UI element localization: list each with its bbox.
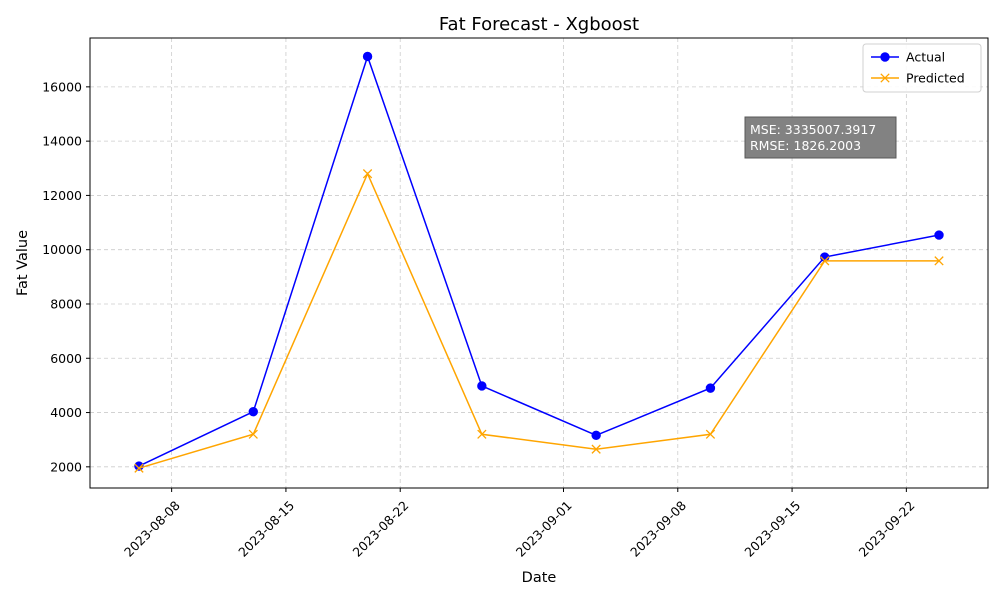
y-axis-label: Fat Value [15, 230, 31, 296]
y-tick-label: 12000 [42, 188, 82, 203]
data-point-predicted [705, 429, 716, 439]
x-tick-label: 2023-09-22 [856, 498, 918, 560]
y-tick-label: 8000 [50, 296, 82, 311]
data-point-predicted [134, 463, 144, 473]
data-point-actual [477, 381, 487, 391]
data-point-actual [248, 407, 258, 417]
series-line-actual [138, 54, 940, 467]
chart-title: Fat Forecast - Xgboost [439, 14, 639, 35]
y-tick-label: 14000 [42, 134, 82, 149]
y-tick-label: 6000 [50, 351, 82, 366]
metrics-annotation: MSE: 3335007.3917 RMSE: 1826.2003 [744, 116, 897, 159]
data-point-predicted [362, 169, 373, 179]
x-tick-label: 2023-08-22 [350, 498, 412, 560]
x-tick-label: 2023-08-08 [121, 498, 183, 560]
legend-marker-actual [880, 52, 890, 62]
data-point-predicted [820, 256, 830, 266]
annotation-rmse: RMSE: 1826.2003 [750, 138, 861, 153]
legend-label-predicted: Predicted [906, 71, 965, 86]
legend-item-actual: Actual [871, 50, 945, 65]
x-tick-label: 2023-09-08 [627, 498, 689, 560]
legend-marker-predicted [880, 73, 890, 83]
series-line-predicted [138, 171, 940, 469]
legend-item-predicted: Predicted [871, 71, 965, 86]
y-tick-label: 2000 [50, 459, 82, 474]
data-point-actual [705, 383, 716, 393]
legend-box [862, 43, 982, 93]
annotation-mse: MSE: 3335007.3917 [750, 122, 876, 137]
plot-frame [89, 37, 989, 489]
y-tick-label: 4000 [50, 405, 82, 420]
x-tick-label: 2023-08-15 [235, 498, 297, 560]
series-actual [134, 51, 944, 471]
x-axis-ticks: 2023-08-08 2023-08-15 2023-08-22 2023-09-01… [121, 488, 918, 560]
data-point-actual [591, 430, 601, 441]
data-point-predicted [248, 429, 258, 439]
y-tick-label: 10000 [42, 242, 82, 257]
grid [90, 38, 988, 488]
y-axis-ticks: 2000 4000 6000 8000 10000 12000 14000 16000 [42, 79, 90, 474]
data-point-predicted [934, 256, 944, 266]
annotation-box [744, 116, 897, 159]
x-tick-label: 2023-09-15 [741, 498, 803, 560]
data-point-predicted [591, 444, 601, 454]
series-predicted [134, 169, 944, 473]
data-point-predicted [477, 429, 487, 439]
y-tick-label: 16000 [42, 79, 82, 94]
x-tick-label: 2023-09-01 [513, 498, 575, 560]
series-group [134, 51, 944, 473]
data-point-actual [362, 51, 373, 62]
x-axis-label: Date [522, 570, 557, 586]
legend: Actual Predicted [862, 43, 982, 93]
data-point-actual [934, 230, 944, 240]
legend-label-actual: Actual [906, 50, 945, 65]
